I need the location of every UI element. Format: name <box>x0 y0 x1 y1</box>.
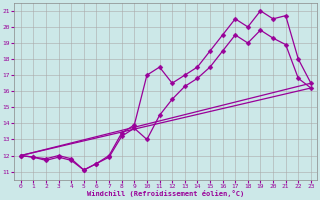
X-axis label: Windchill (Refroidissement éolien,°C): Windchill (Refroidissement éolien,°C) <box>87 190 244 197</box>
